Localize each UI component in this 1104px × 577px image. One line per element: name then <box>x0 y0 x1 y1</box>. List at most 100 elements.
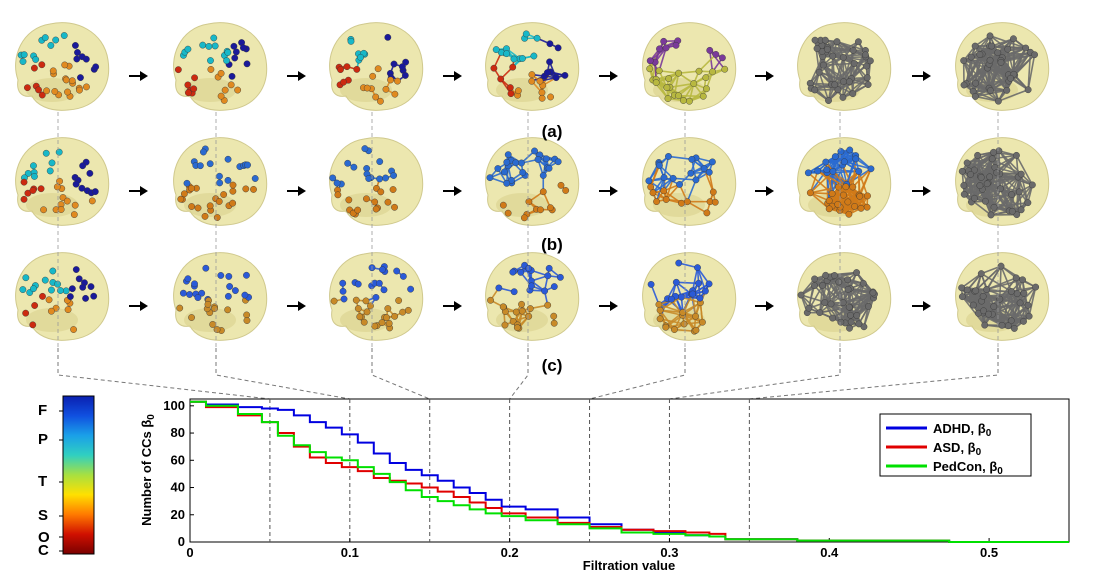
network-node <box>353 65 361 73</box>
network-node <box>231 54 239 62</box>
network-edge <box>987 182 1021 193</box>
network-edge <box>833 56 845 86</box>
network-edge <box>659 296 683 312</box>
network-node <box>561 72 569 79</box>
network-node <box>825 205 833 213</box>
network-node <box>76 86 83 94</box>
x-tick-label: 0.4 <box>820 545 839 560</box>
network-node <box>340 295 348 303</box>
network-edge <box>853 62 869 86</box>
network-edge <box>662 190 683 205</box>
arrow-icon <box>923 71 931 81</box>
network-node <box>243 317 251 324</box>
y-tick-label: 20 <box>171 507 185 522</box>
network-node <box>979 292 987 300</box>
network-node <box>525 198 533 206</box>
network-node <box>994 49 1002 57</box>
network-node <box>194 204 202 212</box>
network-node <box>384 198 392 206</box>
network-node <box>363 195 370 203</box>
network-node <box>19 286 27 293</box>
network-edge <box>998 298 1029 307</box>
network-node <box>87 283 95 291</box>
network-node <box>963 159 971 167</box>
network-node <box>71 201 79 209</box>
network-node <box>38 61 46 69</box>
x-tick-label: 0.5 <box>980 545 998 560</box>
network-edge <box>649 164 661 188</box>
network-edge <box>1013 304 1029 330</box>
network-edge <box>831 53 867 57</box>
network-node <box>61 61 69 69</box>
network-node <box>1015 188 1023 196</box>
network-edge <box>1015 154 1034 186</box>
network-node <box>663 84 671 91</box>
network-node <box>721 65 729 73</box>
network-edge <box>650 283 660 306</box>
network-nodes <box>645 153 719 217</box>
network-node <box>853 312 861 319</box>
network-node <box>536 77 544 85</box>
network-node <box>371 322 379 330</box>
network-edge <box>1027 53 1036 91</box>
network-node <box>177 195 185 203</box>
network-edge <box>991 158 1023 175</box>
arrow-icon <box>766 301 774 311</box>
network-node <box>497 75 505 83</box>
network-node <box>334 191 342 199</box>
network-node <box>86 169 94 177</box>
network-node <box>660 37 668 45</box>
y-tick-label: 0 <box>178 534 185 549</box>
network-edge <box>828 185 847 202</box>
network-node <box>981 197 989 205</box>
panel-guide-line <box>371 348 430 400</box>
arrow-icon <box>454 71 462 81</box>
arrow-icon <box>298 71 306 81</box>
network-node <box>969 301 977 309</box>
network-node <box>251 175 259 182</box>
network-node <box>31 302 39 309</box>
network-node <box>972 287 980 295</box>
network-node <box>31 173 38 180</box>
network-edge <box>966 151 995 164</box>
network-node <box>243 271 250 279</box>
network-edge <box>970 35 991 58</box>
brain-lobe <box>26 193 78 217</box>
brain-panel <box>15 137 110 226</box>
network-node <box>711 198 719 206</box>
network-node <box>207 57 214 64</box>
network-node <box>79 162 87 170</box>
network-edge <box>1001 304 1029 327</box>
network-node <box>997 58 1005 66</box>
network-node <box>504 209 512 217</box>
network-node <box>834 200 842 208</box>
network-node <box>846 324 853 332</box>
network-node <box>675 69 682 77</box>
network-node <box>544 272 552 280</box>
network-node <box>1010 325 1018 332</box>
network-node <box>967 171 974 178</box>
network-edge <box>831 55 851 83</box>
network-node <box>980 307 987 315</box>
network-node <box>1022 44 1030 52</box>
network-node <box>1017 170 1025 178</box>
network-node <box>977 270 985 278</box>
network-edge <box>842 282 865 304</box>
network-node <box>822 158 830 166</box>
network-node <box>37 185 45 193</box>
network-node <box>339 279 347 287</box>
network-node <box>79 283 87 291</box>
network-edge <box>816 170 847 188</box>
network-edge <box>673 72 680 96</box>
network-edge <box>849 282 865 309</box>
network-node <box>387 76 394 84</box>
network-node <box>202 264 210 272</box>
colorbar-label-c: C <box>38 542 49 559</box>
network-edge <box>842 76 869 99</box>
network-node <box>811 275 818 283</box>
network-node <box>503 179 511 187</box>
network-node <box>206 160 214 168</box>
network-node <box>354 280 362 288</box>
network-node <box>520 214 528 222</box>
network-node <box>337 66 344 73</box>
